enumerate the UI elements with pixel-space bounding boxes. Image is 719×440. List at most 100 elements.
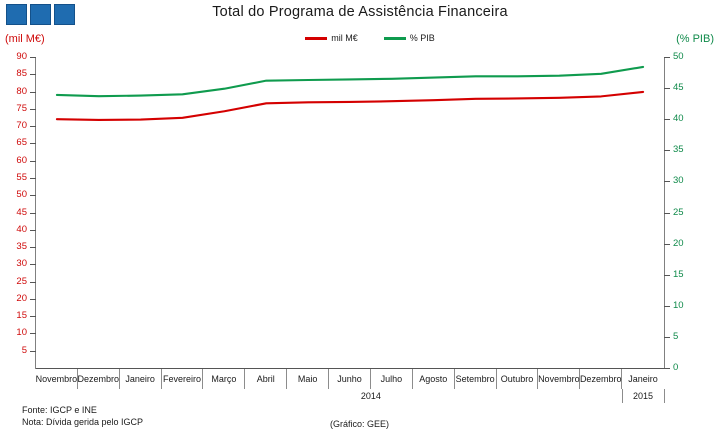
category-label-8: Julho bbox=[371, 369, 413, 389]
logo-square-2 bbox=[30, 4, 51, 25]
left-tick-label-35: 35 bbox=[16, 241, 27, 253]
left-tick-35 bbox=[30, 247, 36, 249]
left-tick-20 bbox=[30, 298, 36, 300]
right-tick-25 bbox=[664, 212, 670, 214]
right-tick-label-40: 40 bbox=[673, 113, 684, 125]
category-label-6: Maio bbox=[287, 369, 330, 389]
right-tick-label-25: 25 bbox=[673, 206, 684, 218]
left-tick-label-30: 30 bbox=[16, 258, 27, 270]
right-tick-label-30: 30 bbox=[673, 175, 684, 187]
category-label-5: Abril bbox=[245, 369, 288, 389]
year-divider bbox=[622, 389, 624, 403]
right-tick-label-5: 5 bbox=[673, 330, 679, 342]
right-tick-label-50: 50 bbox=[673, 51, 684, 62]
footnote-source: Fonte: IGCP e INE bbox=[22, 405, 97, 415]
right-tick-10 bbox=[664, 305, 670, 307]
right-tick-0 bbox=[664, 368, 670, 369]
legend-label-0: mil M€ bbox=[331, 33, 358, 43]
right-tick-label-45: 45 bbox=[673, 82, 684, 94]
left-tick-label-80: 80 bbox=[16, 85, 27, 97]
left-tick-label-10: 10 bbox=[16, 327, 27, 339]
year-label-2014: 2014 bbox=[360, 391, 381, 401]
left-tick-label-85: 85 bbox=[16, 68, 27, 80]
right-axis-caption: (% PIB) bbox=[676, 33, 714, 45]
left-tick-55 bbox=[30, 177, 36, 179]
category-label-11: Outubro bbox=[497, 369, 539, 389]
legend-item-0: mil M€ bbox=[305, 33, 358, 43]
category-label-3: Fevereiro bbox=[162, 369, 204, 389]
left-tick-label-55: 55 bbox=[16, 171, 27, 183]
category-label-9: Agosto bbox=[413, 369, 455, 389]
line-mil-meur bbox=[55, 90, 645, 121]
left-tick-label-5: 5 bbox=[21, 344, 27, 356]
footnote-note: Nota: Dívida gerida pelo IGCP bbox=[22, 417, 144, 427]
left-tick-75 bbox=[30, 108, 36, 110]
year-label-2015: 2015 bbox=[633, 391, 654, 401]
left-tick-40 bbox=[30, 229, 36, 231]
left-tick-15 bbox=[30, 316, 36, 318]
page-title: Total do Programa de Assistência Finance… bbox=[212, 4, 508, 20]
left-tick-10 bbox=[30, 333, 36, 335]
right-tick-label-0: 0 bbox=[673, 362, 679, 373]
right-tick-label-35: 35 bbox=[673, 144, 684, 156]
left-tick-label-50: 50 bbox=[16, 189, 27, 201]
left-tick-60 bbox=[30, 160, 36, 162]
left-tick-25 bbox=[30, 281, 36, 283]
left-tick-80 bbox=[30, 91, 36, 93]
right-tick-15 bbox=[664, 274, 670, 276]
left-tick-label-75: 75 bbox=[16, 102, 27, 114]
line-pct-pib bbox=[55, 65, 645, 98]
category-label-2: Janeiro bbox=[120, 369, 162, 389]
left-tick-label-20: 20 bbox=[16, 292, 27, 304]
right-tick-label-10: 10 bbox=[673, 299, 684, 311]
legend-swatch-red bbox=[305, 36, 328, 40]
category-label-10: Setembro bbox=[455, 369, 497, 389]
category-label-7: Junho bbox=[329, 369, 371, 389]
category-label-13: Dezembro bbox=[580, 369, 623, 389]
right-tick-5 bbox=[664, 336, 670, 338]
left-tick-90 bbox=[30, 57, 36, 58]
right-tick-label-15: 15 bbox=[673, 268, 684, 280]
chart-legend: mil M€ % PIB bbox=[250, 33, 490, 43]
year-divider-end bbox=[664, 389, 665, 403]
category-axis: Novembro Dezembro Janeiro Fevereiro Março Abr… bbox=[36, 369, 664, 389]
left-tick-label-40: 40 bbox=[16, 223, 27, 235]
category-label-1: Dezembro bbox=[78, 369, 120, 389]
right-tick-40 bbox=[664, 119, 670, 121]
right-tick-label-20: 20 bbox=[673, 237, 684, 249]
left-tick-label-60: 60 bbox=[16, 154, 27, 166]
left-tick-65 bbox=[30, 143, 36, 145]
left-tick-30 bbox=[30, 264, 36, 266]
category-label-14: Janeiro bbox=[628, 374, 658, 384]
legend-item-1: % PIB bbox=[383, 33, 435, 43]
left-tick-50 bbox=[30, 195, 36, 197]
right-tick-30 bbox=[664, 181, 670, 183]
bottom-axis-line bbox=[36, 368, 664, 369]
gee-logo bbox=[6, 4, 75, 25]
left-tick-label-25: 25 bbox=[16, 275, 27, 287]
left-tick-70 bbox=[30, 126, 36, 128]
right-tick-20 bbox=[664, 243, 670, 245]
left-tick-5 bbox=[30, 350, 36, 352]
logo-square-1 bbox=[6, 4, 27, 25]
left-tick-85 bbox=[30, 74, 36, 76]
left-tick-label-70: 70 bbox=[16, 120, 27, 132]
legend-label-1: % PIB bbox=[409, 33, 435, 43]
left-tick-label-65: 65 bbox=[16, 137, 27, 149]
right-tick-50 bbox=[664, 57, 670, 58]
logo-square-3 bbox=[54, 4, 75, 25]
category-label-12: Novembro bbox=[538, 369, 581, 389]
left-tick-45 bbox=[30, 212, 36, 214]
category-label-0: Novembro bbox=[36, 369, 78, 389]
right-tick-45 bbox=[664, 88, 670, 90]
left-axis-caption: (mil M€) bbox=[5, 33, 45, 45]
left-tick-label-45: 45 bbox=[16, 206, 27, 218]
series-plot bbox=[55, 65, 645, 121]
right-tick-35 bbox=[664, 150, 670, 152]
left-tick-label-15: 15 bbox=[16, 310, 27, 322]
chart-credit: (Gráfico: GEE) bbox=[330, 419, 390, 429]
legend-swatch-green bbox=[383, 36, 406, 40]
category-label-4: Março bbox=[203, 369, 246, 389]
left-tick-label-90: 90 bbox=[16, 51, 27, 62]
